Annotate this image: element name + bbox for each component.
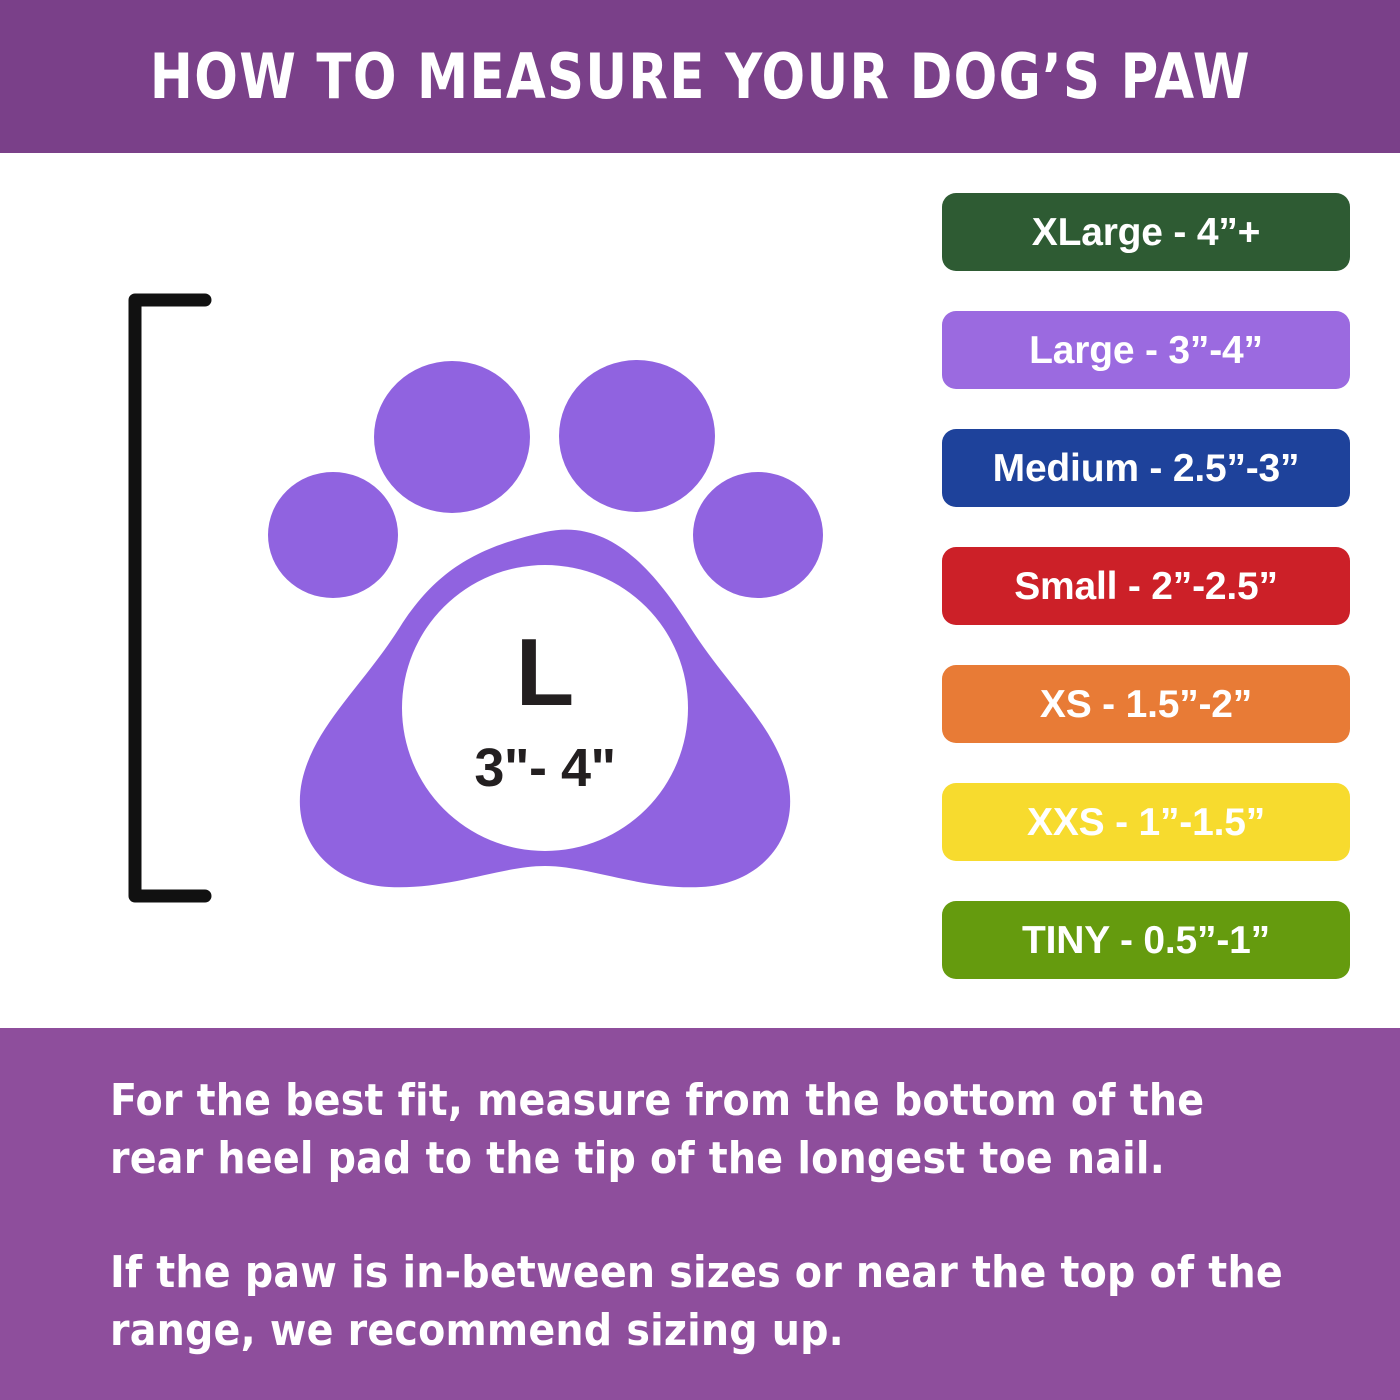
size-pill-label-small: Small - 2”-2.5” <box>1014 564 1278 608</box>
paw-size-letter: L <box>515 619 575 726</box>
size-pill-label-xs: XS - 1.5”-2” <box>1039 682 1253 726</box>
footer-banner: For the best fit, measure from the botto… <box>0 1028 1400 1400</box>
paw-heel-pad <box>299 529 791 888</box>
header-banner: HOW TO MEASURE YOUR DOG’S PAW <box>0 0 1400 153</box>
paw-toe-pad-inner-right <box>559 360 715 512</box>
paw-size-range: 3"- 4" <box>474 738 616 798</box>
footer-paragraph-measuring-instructions: For the best fit, measure from the botto… <box>110 1075 1205 1185</box>
paw-heel-pad-center-circle <box>402 565 688 851</box>
paw-toe-pad-outer-right <box>693 472 823 598</box>
size-pill-xxs[interactable]: XXS - 1”-1.5” <box>942 783 1350 861</box>
footer-text-block: For the best fit, measure from the botto… <box>110 1072 1310 1360</box>
size-pill-medium[interactable]: Medium - 2.5”-3” <box>942 429 1350 507</box>
size-pill-label-medium: Medium - 2.5”-3” <box>992 446 1300 490</box>
paw-toe-pad-inner-left <box>374 361 530 513</box>
size-pill-xlarge[interactable]: XLarge - 4”+ <box>942 193 1350 271</box>
size-pill-label-tiny: TINY - 0.5”-1” <box>1022 918 1270 962</box>
measurement-bracket-icon <box>128 293 212 903</box>
size-pill-label-xxs: XXS - 1”-1.5” <box>1027 800 1265 844</box>
main-content-area: L 3"- 4" XLarge - 4”+ Large - 3”-4” Medi… <box>0 153 1400 1028</box>
size-pill-xs[interactable]: XS - 1.5”-2” <box>942 665 1350 743</box>
size-legend-list: XLarge - 4”+ Large - 3”-4” Medium - 2.5”… <box>942 193 1350 979</box>
page-title: HOW TO MEASURE YOUR DOG’S PAW <box>149 39 1251 113</box>
paw-illustration-svg <box>128 293 823 903</box>
paw-diagram: L 3"- 4" <box>100 278 860 918</box>
size-pill-label-large: Large - 3”-4” <box>1029 328 1263 372</box>
footer-paragraph-sizing-advice: If the paw is in-between sizes or near t… <box>110 1247 1283 1357</box>
size-pill-label-xlarge: XLarge - 4”+ <box>1031 210 1261 254</box>
size-pill-small[interactable]: Small - 2”-2.5” <box>942 547 1350 625</box>
paw-toe-pad-outer-left <box>268 472 398 598</box>
size-pill-tiny[interactable]: TINY - 0.5”-1” <box>942 901 1350 979</box>
size-pill-large[interactable]: Large - 3”-4” <box>942 311 1350 389</box>
